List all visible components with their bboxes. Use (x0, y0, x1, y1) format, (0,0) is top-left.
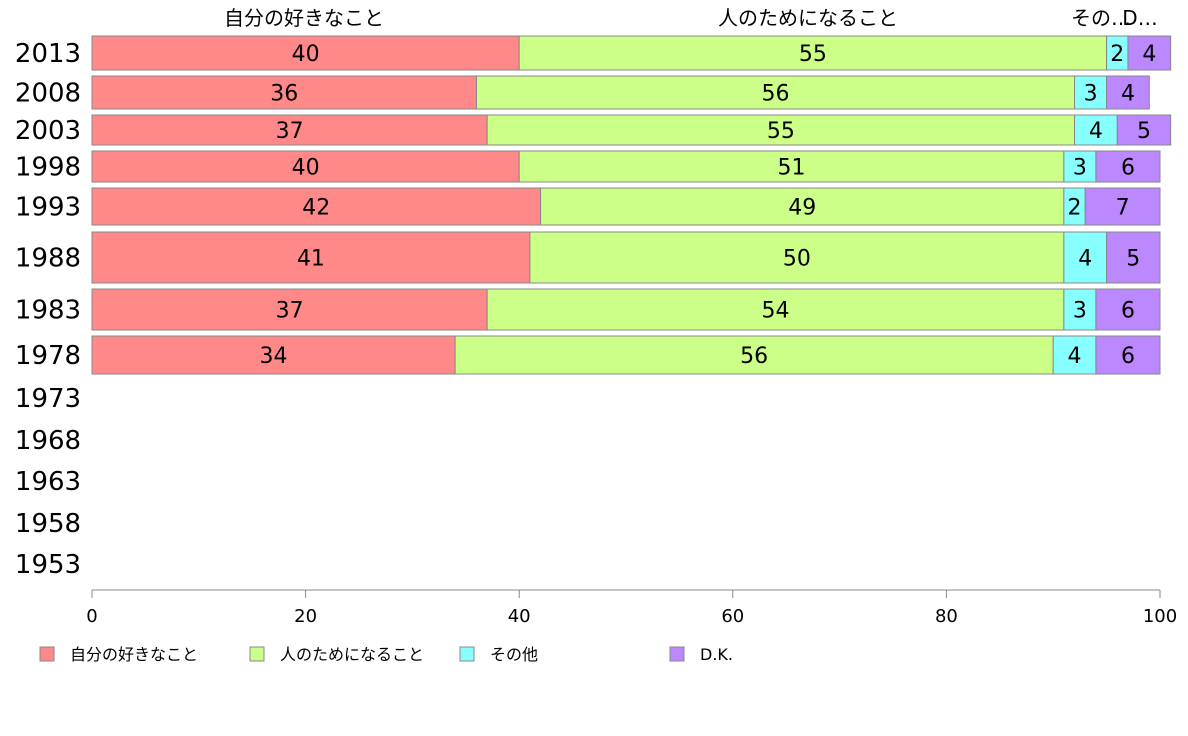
bar-segment (518, 150, 1065, 183)
bar-segment (91, 231, 531, 284)
legend: 自分の好きなこと 人のためになること その他 D.K. (39, 645, 733, 664)
data-label: 7 (1116, 196, 1130, 221)
bar-segment (1074, 114, 1118, 146)
data-label: 4 (1068, 344, 1082, 369)
bar-segment (1063, 231, 1108, 284)
bar-segment (540, 187, 1065, 226)
x-tick-label: 100 (1143, 606, 1177, 627)
data-label: 37 (276, 119, 304, 144)
data-label: 6 (1121, 299, 1135, 324)
x-tick-label: 40 (508, 606, 531, 627)
bar-segment (91, 150, 520, 183)
bar-segment (1106, 75, 1150, 110)
bar-segment (1095, 335, 1161, 375)
bar-segment (1074, 75, 1108, 110)
data-label: 6 (1121, 344, 1135, 369)
data-label: 56 (740, 344, 768, 369)
legend-label: 自分の好きなこと (70, 645, 198, 664)
year-label: 1978 (15, 341, 81, 371)
data-label: 3 (1073, 156, 1087, 181)
bar-segment (1084, 187, 1161, 226)
bar-segment (1116, 114, 1172, 146)
year-label: 1958 (15, 509, 81, 539)
bar-segment (454, 335, 1054, 375)
year-label: 1968 (15, 426, 81, 456)
data-label: 3 (1084, 82, 1098, 107)
legend-swatch (39, 646, 55, 662)
column-header: その… (1071, 6, 1131, 30)
column-header: 自分の好きなこと (224, 6, 384, 30)
year-label: 1973 (15, 384, 81, 414)
data-label: 40 (292, 156, 320, 181)
data-label: 4 (1121, 82, 1135, 107)
data-label: 4 (1142, 42, 1156, 67)
year-label: 1983 (15, 296, 81, 326)
column-headers: 自分の好きなこと 人のためになること その…D… (224, 6, 1158, 30)
data-label: 37 (276, 299, 304, 324)
legend-swatch (249, 646, 265, 662)
bar-segment (91, 35, 520, 71)
bar-segment (1106, 231, 1161, 284)
year-label: 1953 (15, 550, 81, 580)
data-label: 50 (783, 247, 811, 272)
bar-segment (1095, 288, 1161, 331)
legend-swatch (669, 646, 685, 662)
data-label: 41 (297, 247, 325, 272)
bar-segment (486, 288, 1065, 331)
bar-segment (486, 114, 1076, 146)
data-label: 3 (1073, 299, 1087, 324)
legend-label: D.K. (700, 645, 733, 664)
bar-segment (91, 288, 488, 331)
data-label: 51 (778, 156, 806, 181)
x-tick-label: 0 (86, 606, 97, 627)
bar-segment (91, 75, 477, 110)
year-label: 2008 (15, 79, 81, 109)
bar-segment (91, 335, 456, 375)
data-label: 56 (762, 82, 790, 107)
data-label: 4 (1078, 247, 1092, 272)
data-label: 2 (1110, 42, 1124, 67)
data-label: 36 (270, 82, 298, 107)
data-label: 2 (1068, 196, 1082, 221)
x-tick-label: 20 (294, 606, 317, 627)
bar-segment (1063, 288, 1097, 331)
bar-segment (1095, 150, 1161, 183)
x-axis: 0 20 40 60 80 100 (86, 589, 1177, 627)
bar-segment (475, 75, 1076, 110)
data-label: 5 (1137, 119, 1151, 144)
x-tick-label: 60 (721, 606, 744, 627)
year-label: 1998 (15, 153, 81, 183)
year-label: 2013 (15, 39, 81, 69)
bar-segment (1127, 35, 1172, 71)
y-axis-labels: 2013 2008 2003 1998 1993 1988 1983 1978 1973 1968… (15, 39, 81, 580)
data-label: 55 (767, 119, 795, 144)
legend-swatch (459, 646, 475, 662)
data-label: 5 (1126, 247, 1140, 272)
data-label: 40 (292, 42, 320, 67)
data-label: 34 (260, 344, 288, 369)
data-label: 55 (799, 42, 827, 67)
data-label: 42 (302, 196, 330, 221)
x-tick-label: 80 (935, 606, 958, 627)
bar-segment (518, 35, 1108, 71)
data-label: 49 (788, 196, 816, 221)
legend-label: その他 (490, 645, 538, 664)
column-header: D… (1122, 6, 1157, 30)
data-label: 4 (1089, 119, 1103, 144)
year-label: 1963 (15, 467, 81, 497)
year-label: 2003 (15, 116, 81, 146)
data-label: 6 (1121, 156, 1135, 181)
bars-area: 40 55 2 436 56 3 437 55 4 540 51 3 642 49 2 741 50 4 537 54… (91, 35, 1172, 375)
bar-segment (91, 114, 488, 146)
column-header: 人のためになること (718, 6, 898, 30)
data-label: 54 (762, 299, 790, 324)
year-label: 1988 (15, 244, 81, 274)
legend-label: 人のためになること (280, 645, 424, 664)
year-label: 1993 (15, 193, 81, 223)
bar-segment (1063, 150, 1097, 183)
